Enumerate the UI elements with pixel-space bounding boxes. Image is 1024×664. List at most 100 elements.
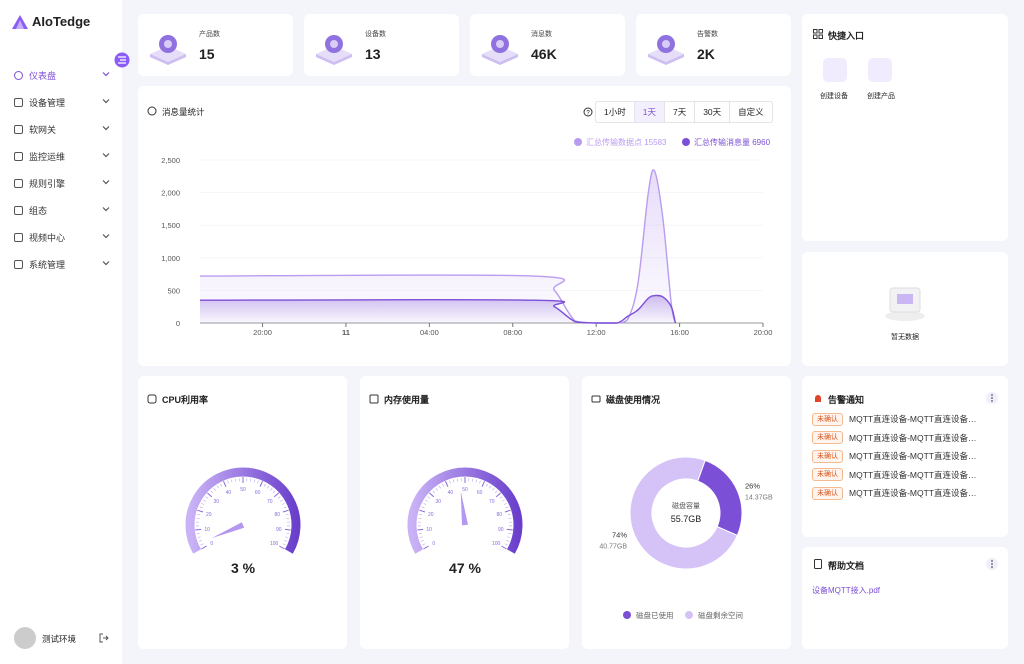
nav-icon xyxy=(14,124,23,134)
stat-label: 告警数 xyxy=(697,31,718,38)
nav-icon xyxy=(14,205,23,215)
alert-item[interactable]: 未确认 MQTT直连设备-MQTT直连设备… xyxy=(812,412,976,426)
minor-tick xyxy=(425,499,429,502)
y-tick-label: 2,500 xyxy=(161,156,180,165)
range-button[interactable]: 7天 xyxy=(665,102,696,122)
gauge-tick-label: 50 xyxy=(462,487,468,493)
alarm-icon xyxy=(814,395,822,402)
stat-card: 消息数 46K xyxy=(470,14,625,76)
collapse-button[interactable] xyxy=(114,52,130,68)
more-button[interactable] xyxy=(986,392,998,404)
minor-tick xyxy=(234,478,236,482)
stat-value: 15 xyxy=(199,46,215,62)
minor-tick xyxy=(198,540,202,542)
gauge-band xyxy=(407,467,523,554)
nav-icon xyxy=(14,232,23,242)
nav-item[interactable]: 仪表盘 xyxy=(14,65,112,85)
nav-label: 组态 xyxy=(29,205,48,216)
memory-icon xyxy=(369,394,379,404)
major-tick xyxy=(195,528,202,531)
nav-item[interactable]: 软网关 xyxy=(14,119,112,139)
alert-text: MQTT直连设备-MQTT直连设备… xyxy=(849,488,977,498)
nav-item[interactable]: 组态 xyxy=(14,200,112,220)
minor-tick xyxy=(213,487,216,491)
alert-item[interactable]: 未确认 MQTT直连设备-MQTT直连设备… xyxy=(812,468,976,482)
quick-link[interactable]: 创建产品 xyxy=(867,93,895,100)
gauge-tick-label: 20 xyxy=(428,512,434,518)
card-title: CPU利用率 xyxy=(162,395,209,405)
nav-item[interactable]: 设备管理 xyxy=(14,92,112,112)
minor-tick xyxy=(220,483,223,487)
minor-tick xyxy=(272,490,276,494)
gauge-tick-label: 80 xyxy=(274,512,280,518)
alert-item[interactable]: 未确认 MQTT直连设备-MQTT直连设备… xyxy=(812,449,976,463)
chat-icon xyxy=(147,106,157,116)
nav-icon xyxy=(14,151,23,161)
minor-tick xyxy=(501,499,505,502)
alert-item[interactable]: 未确认 MQTT直连设备-MQTT直连设备… xyxy=(812,486,976,500)
doc-link[interactable]: 设备MQTT接入.pdf xyxy=(812,586,881,595)
alert-card: 告警通知 未确认 MQTT直连设备-MQTT直连设备… 未确认 MQTT直连设备-MQ… xyxy=(802,376,1008,537)
minor-tick xyxy=(432,490,436,494)
stat-icon xyxy=(316,35,352,65)
gauge-tick-label: 0 xyxy=(432,541,435,547)
nav-label: 设备管理 xyxy=(29,97,66,108)
nav-item[interactable]: 视频中心 xyxy=(14,227,112,247)
pie-label: 26% xyxy=(745,482,760,491)
chevron xyxy=(102,72,110,77)
nav-item[interactable]: 监控运维 xyxy=(14,146,112,166)
help-icon[interactable]: ? xyxy=(583,107,593,117)
x-tick-label: 11 xyxy=(342,328,350,337)
minor-tick xyxy=(200,543,204,546)
chevron xyxy=(102,207,110,212)
minor-tick xyxy=(285,513,289,516)
range-button[interactable]: 1小时 xyxy=(596,102,635,122)
stat-label: 产品数 xyxy=(199,31,220,38)
alert-item[interactable]: 未确认 MQTT直连设备-MQTT直连设备… xyxy=(812,431,976,445)
minor-tick xyxy=(449,480,451,484)
major-tick xyxy=(445,480,449,487)
minor-tick xyxy=(504,543,508,546)
more-button[interactable] xyxy=(986,558,998,570)
help-card: 帮助文档 设备MQTT接入.pdf xyxy=(802,547,1008,649)
center-value: 55.7GB xyxy=(671,514,702,524)
gauge-tick-label: 30 xyxy=(435,499,441,505)
quick-icon[interactable] xyxy=(868,58,892,82)
minor-tick xyxy=(250,478,252,482)
logo xyxy=(12,15,28,29)
empty-text: 暂无数据 xyxy=(891,334,919,341)
major-tick xyxy=(501,545,507,550)
chevron xyxy=(102,180,110,185)
stat-card: 产品数 15 xyxy=(138,14,293,76)
status-tag: 未确认 xyxy=(812,431,843,444)
status-tag: 未确认 xyxy=(812,468,843,481)
major-tick xyxy=(504,509,511,513)
minor-tick xyxy=(210,490,214,494)
range-button[interactable]: 1天 xyxy=(634,102,665,122)
minor-tick xyxy=(203,499,207,502)
range-button[interactable]: 30天 xyxy=(695,102,731,122)
major-tick xyxy=(506,528,513,531)
alert-text: MQTT直连设备-MQTT直连设备… xyxy=(849,414,977,424)
chevron xyxy=(102,153,110,158)
quick-link[interactable]: 创建设备 xyxy=(820,93,848,100)
minor-tick xyxy=(418,532,422,535)
quick-icon[interactable] xyxy=(823,58,847,82)
card-title: 告警通知 xyxy=(828,395,865,405)
gauge-tick-label: 0 xyxy=(210,541,213,547)
minor-tick xyxy=(479,480,481,484)
nav-icon xyxy=(14,97,23,107)
stat-card: 告警数 2K xyxy=(636,14,791,76)
cpu-icon xyxy=(147,394,157,404)
major-tick xyxy=(282,509,289,513)
brand: AIoTedge xyxy=(32,14,91,29)
minor-tick xyxy=(284,540,288,542)
minor-tick xyxy=(283,506,287,509)
avatar[interactable] xyxy=(14,627,36,649)
range-button[interactable]: 自定义 xyxy=(738,107,764,117)
alert-text: MQTT直连设备-MQTT直连设备… xyxy=(849,432,977,443)
logout-icon[interactable] xyxy=(99,633,109,643)
minor-tick xyxy=(438,485,441,489)
nav-item[interactable]: 规则引擎 xyxy=(14,173,112,193)
nav-item[interactable]: 系统管理 xyxy=(14,254,112,274)
